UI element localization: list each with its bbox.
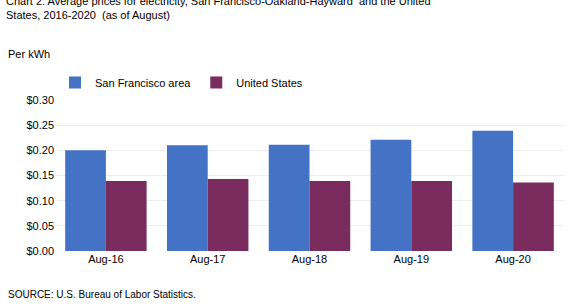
svg-text:$0.20: $0.20 bbox=[26, 144, 54, 156]
svg-text:$0.05: $0.05 bbox=[26, 220, 54, 232]
svg-text:$0.00: $0.00 bbox=[26, 245, 54, 257]
svg-text:San Francisco area: San Francisco area bbox=[95, 77, 191, 89]
svg-text:Aug-19: Aug-19 bbox=[394, 253, 429, 265]
svg-text:SOURCE: U.S. Bureau of Labor S: SOURCE: U.S. Bureau of Labor Statistics. bbox=[8, 289, 196, 300]
svg-text:$0.15: $0.15 bbox=[26, 169, 54, 181]
svg-text:$0.10: $0.10 bbox=[26, 195, 54, 207]
svg-text:Aug-18: Aug-18 bbox=[292, 253, 327, 265]
svg-text:United States: United States bbox=[236, 77, 303, 89]
svg-text:Chart 2. Average prices for el: Chart 2. Average prices for electricity,… bbox=[6, 0, 431, 21]
svg-text:Aug-17: Aug-17 bbox=[190, 253, 225, 265]
svg-text:$0.30: $0.30 bbox=[26, 94, 54, 106]
svg-text:$0.25: $0.25 bbox=[26, 119, 54, 131]
svg-text:Aug-20: Aug-20 bbox=[495, 253, 530, 265]
svg-text:Aug-16: Aug-16 bbox=[88, 253, 123, 265]
svg-text:Per kWh: Per kWh bbox=[8, 48, 50, 60]
